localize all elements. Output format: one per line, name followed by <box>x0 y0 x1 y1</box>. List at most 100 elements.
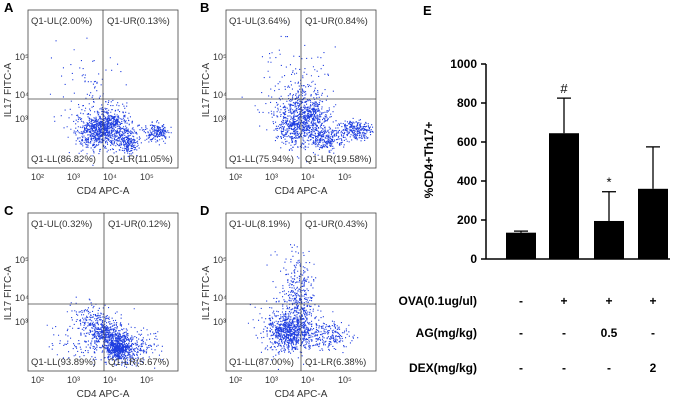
bar-0 <box>506 232 536 259</box>
quadrant-ur-label: Q1-UR(0.12%) <box>108 219 171 230</box>
quadrant-lr-label: Q1-LR(11.05%) <box>107 154 173 165</box>
x-axis-label: CD4 APC-A <box>275 389 328 400</box>
panel-letter-a: A <box>4 0 14 15</box>
quadrant-ur-label: Q1-UR(0.13%) <box>107 16 170 27</box>
quadrant-lr-label: Q1-LR(5.67%) <box>108 357 169 368</box>
y-tick-label: 10³ <box>15 317 28 327</box>
table-cell: 0.5 <box>601 326 618 340</box>
bar-y-ticks: 0 200 400 600 800 1000 <box>450 57 486 266</box>
x-tick-label: 10⁵ <box>140 172 154 182</box>
y-tick-label: 10³ <box>213 114 226 124</box>
event-dots <box>241 21 374 163</box>
quadrant-ul-label: Q1-UL(3.64%) <box>229 16 290 27</box>
y-axis-label: IL17 FITC-A <box>3 265 14 320</box>
panel-letter-b: B <box>200 0 209 15</box>
quadrant-lr-label: Q1-LR(6.38%) <box>305 357 366 368</box>
x-axis-label: CD4 APC-A <box>77 389 130 400</box>
x-tick-label: 10³ <box>265 172 278 182</box>
flow-panel-a: A Q1-UL(2.00%) Q1-UR(0.13%) Q1-LL(86.82%… <box>3 0 179 197</box>
panel-letter-d: D <box>200 203 209 218</box>
bar-2 <box>594 220 624 259</box>
bar-y-axis-label: %CD4+Th17+ <box>422 122 436 199</box>
y-axis-label: IL17 FITC-A <box>3 62 14 117</box>
y-tick-label: 10⁴ <box>15 90 29 100</box>
bar-y-tick-label: 200 <box>457 213 477 227</box>
y-tick-label: 10³ <box>213 317 226 327</box>
treatment-table: OVA(0.1ug/ul) - + + + AG(mg/kg) - - 0.5 … <box>399 294 657 375</box>
flow-panel-c: C Q1-UL(0.32%) Q1-UR(0.12%) Q1-LL(93.89%… <box>3 203 179 400</box>
y-axis-label: IL17 FITC-A <box>201 265 212 320</box>
quadrant-ul-label: Q1-UL(2.00%) <box>31 16 92 27</box>
row-label-ag: AG(mg/kg) <box>416 326 477 340</box>
flow-panel-d: D Q1-UL(8.19%) Q1-UR(0.43%) Q1-LL(87.00%… <box>200 203 377 400</box>
table-cell: - <box>651 326 655 340</box>
bar-y-tick-label: 1000 <box>450 57 477 71</box>
x-tick-label: 10⁵ <box>338 172 352 182</box>
x-tick-label: 10³ <box>67 172 80 182</box>
y-tick-label: 10⁵ <box>15 255 29 265</box>
significance-marker-2: * <box>606 175 611 190</box>
scatter-dots <box>49 37 172 166</box>
x-tick-label: 10² <box>229 172 242 182</box>
table-cell: - <box>562 326 566 340</box>
quadrant-lr-label: Q1-LR(19.58%) <box>305 154 372 165</box>
bar-3 <box>638 188 668 259</box>
y-tick-label: 10⁵ <box>213 52 227 62</box>
quadrant-ul-label: Q1-UL(0.32%) <box>31 219 92 230</box>
event-dots <box>46 296 163 369</box>
bar-y-tick-label: 600 <box>457 135 477 149</box>
x-tick-label: 10⁴ <box>103 172 117 182</box>
bar-y-tick-label: 800 <box>457 96 477 110</box>
event-dots <box>49 37 172 166</box>
x-tick-label: 10² <box>229 375 242 385</box>
row-label-ova: OVA(0.1ug/ul) <box>399 294 477 308</box>
table-cell: - <box>519 361 523 375</box>
x-tick-label: 10⁵ <box>140 375 154 385</box>
table-cell: - <box>562 361 566 375</box>
y-tick-label: 10⁵ <box>15 52 29 62</box>
quadrant-ll-label: Q1-LL(93.89%) <box>31 357 96 368</box>
x-tick-label: 10⁴ <box>103 375 117 385</box>
x-tick-label: 10³ <box>67 375 80 385</box>
quadrant-ur-label: Q1-UR(0.84%) <box>305 16 368 27</box>
panel-letter-c: C <box>4 203 14 218</box>
table-cell: + <box>649 294 656 308</box>
bar-marks: #* <box>506 81 668 259</box>
table-cell: - <box>519 326 523 340</box>
flow-panel-b: B Q1-UL(3.64%) Q1-UR(0.84%) Q1-LL(75.94%… <box>200 0 377 197</box>
bar-1 <box>549 133 579 259</box>
x-tick-label: 10³ <box>265 375 278 385</box>
table-cell: + <box>560 294 567 308</box>
x-axis-label: CD4 APC-A <box>275 186 328 197</box>
scatter-dots <box>241 21 374 163</box>
x-tick-label: 10² <box>31 375 44 385</box>
row-label-dex: DEX(mg/kg) <box>409 361 477 375</box>
quadrant-ur-label: Q1-UR(0.43%) <box>305 219 368 230</box>
panel-letter-e: E <box>423 3 432 18</box>
significance-marker-1: # <box>560 81 568 96</box>
x-tick-label: 10² <box>31 172 44 182</box>
bar-y-tick-label: 400 <box>457 174 477 188</box>
y-tick-label: 10⁵ <box>213 255 227 265</box>
y-axis-label: IL17 FITC-A <box>201 62 212 117</box>
scatter-dots <box>247 244 359 370</box>
table-cell: 2 <box>650 361 657 375</box>
x-tick-label: 10⁵ <box>338 375 352 385</box>
y-tick-label: 10⁴ <box>213 90 227 100</box>
y-tick-label: 10³ <box>15 114 28 124</box>
quadrant-ll-label: Q1-LL(75.94%) <box>229 154 294 165</box>
table-cell: - <box>519 294 523 308</box>
x-tick-label: 10⁴ <box>301 375 315 385</box>
x-tick-label: 10⁴ <box>301 172 315 182</box>
bar-y-tick-label: 0 <box>470 252 477 266</box>
event-dots <box>247 244 359 370</box>
y-tick-label: 10⁴ <box>15 293 29 303</box>
plot-frame <box>27 212 179 372</box>
scatter-dots <box>46 296 163 369</box>
table-cell: + <box>605 294 612 308</box>
y-tick-label: 10⁴ <box>213 293 227 303</box>
table-cell: - <box>607 361 611 375</box>
quadrant-ll-label: Q1-LL(87.00%) <box>229 357 294 368</box>
quadrant-ll-label: Q1-LL(86.82%) <box>31 154 96 165</box>
